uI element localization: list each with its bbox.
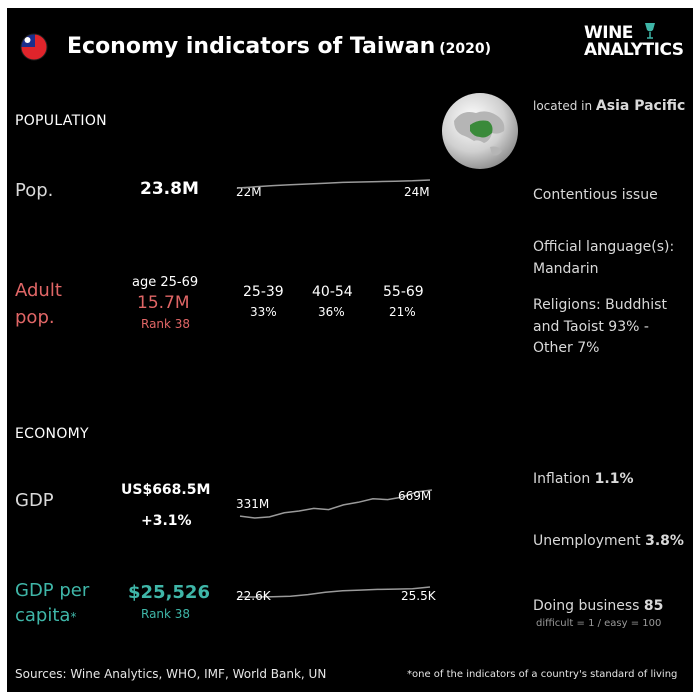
age-range: age 25-69 xyxy=(132,275,199,290)
pop-spark-start: 22M xyxy=(236,185,262,199)
gdp-spark-end: 669M xyxy=(398,489,432,503)
age-group-2-range: 40-54 xyxy=(312,284,353,300)
pop-sparkline xyxy=(237,179,431,189)
age-group-2-share: 36% xyxy=(318,305,345,319)
gdp-spark-start: 331M xyxy=(236,497,270,511)
dashboard-panel: Economy indicators of Taiwan (2020) WINE … xyxy=(7,8,693,692)
wine-glass-icon xyxy=(645,23,655,39)
age-group-1-range: 25-39 xyxy=(243,284,284,300)
doing-business-note: difficult = 1 / easy = 100 xyxy=(536,618,662,629)
doing-business-text: Doing business 85 xyxy=(533,598,664,614)
adult-pop-label-2: pop. xyxy=(15,307,55,328)
gdppc-spark-end: 25.5K xyxy=(401,589,436,603)
gdppc-sparkline xyxy=(238,586,431,598)
inflation-text: Inflation 1.1% xyxy=(533,471,634,487)
age-group-3-share: 21% xyxy=(389,305,416,319)
gdp-value: US$668.5M xyxy=(121,482,211,498)
gdppc-label-2: capita* xyxy=(15,605,77,626)
economy-section-label: ECONOMY xyxy=(15,426,89,442)
pop-label: Pop. xyxy=(15,180,54,201)
gdppc-value: $25,526 xyxy=(128,582,210,603)
age-group-1-share: 33% xyxy=(250,305,277,319)
footnote-text: *one of the indicators of a country's st… xyxy=(407,669,678,680)
globe-icon xyxy=(442,93,518,169)
page-title: Economy indicators of Taiwan (2020) xyxy=(67,34,491,59)
language-title: Official language(s): xyxy=(533,239,675,255)
adult-pop-label-1: Adult xyxy=(15,280,62,301)
adult-pop-value: 15.7M xyxy=(137,293,190,313)
gdp-growth: +3.1% xyxy=(141,513,192,529)
population-section-label: POPULATION xyxy=(15,113,107,129)
sources-text: Sources: Wine Analytics, WHO, IMF, World… xyxy=(15,667,327,681)
age-group-3-range: 55-69 xyxy=(383,284,424,300)
gdp-label: GDP xyxy=(15,490,54,511)
wine-analytics-logo: WINE ANALYTICS xyxy=(584,23,684,60)
gdppc-label-1: GDP per xyxy=(15,580,90,601)
location-text: located in Asia Pacific xyxy=(533,98,686,114)
status-text: Contentious issue xyxy=(533,187,658,203)
religions-line-2: and Taoist 93% - xyxy=(533,319,649,335)
gdppc-spark-start: 22.6K xyxy=(236,589,271,603)
religions-line-3: Other 7% xyxy=(533,340,600,356)
religions-line-1: Religions: Buddhist xyxy=(533,297,667,313)
unemployment-text: Unemployment 3.8% xyxy=(533,533,684,549)
language-value: Mandarin xyxy=(533,261,599,277)
gdppc-rank: Rank 38 xyxy=(141,607,191,621)
gdp-sparkline xyxy=(239,489,433,519)
adult-pop-rank: Rank 38 xyxy=(141,317,191,331)
pop-value: 23.8M xyxy=(140,179,199,199)
taiwan-flag-icon xyxy=(20,33,48,61)
pop-spark-end: 24M xyxy=(404,185,430,199)
